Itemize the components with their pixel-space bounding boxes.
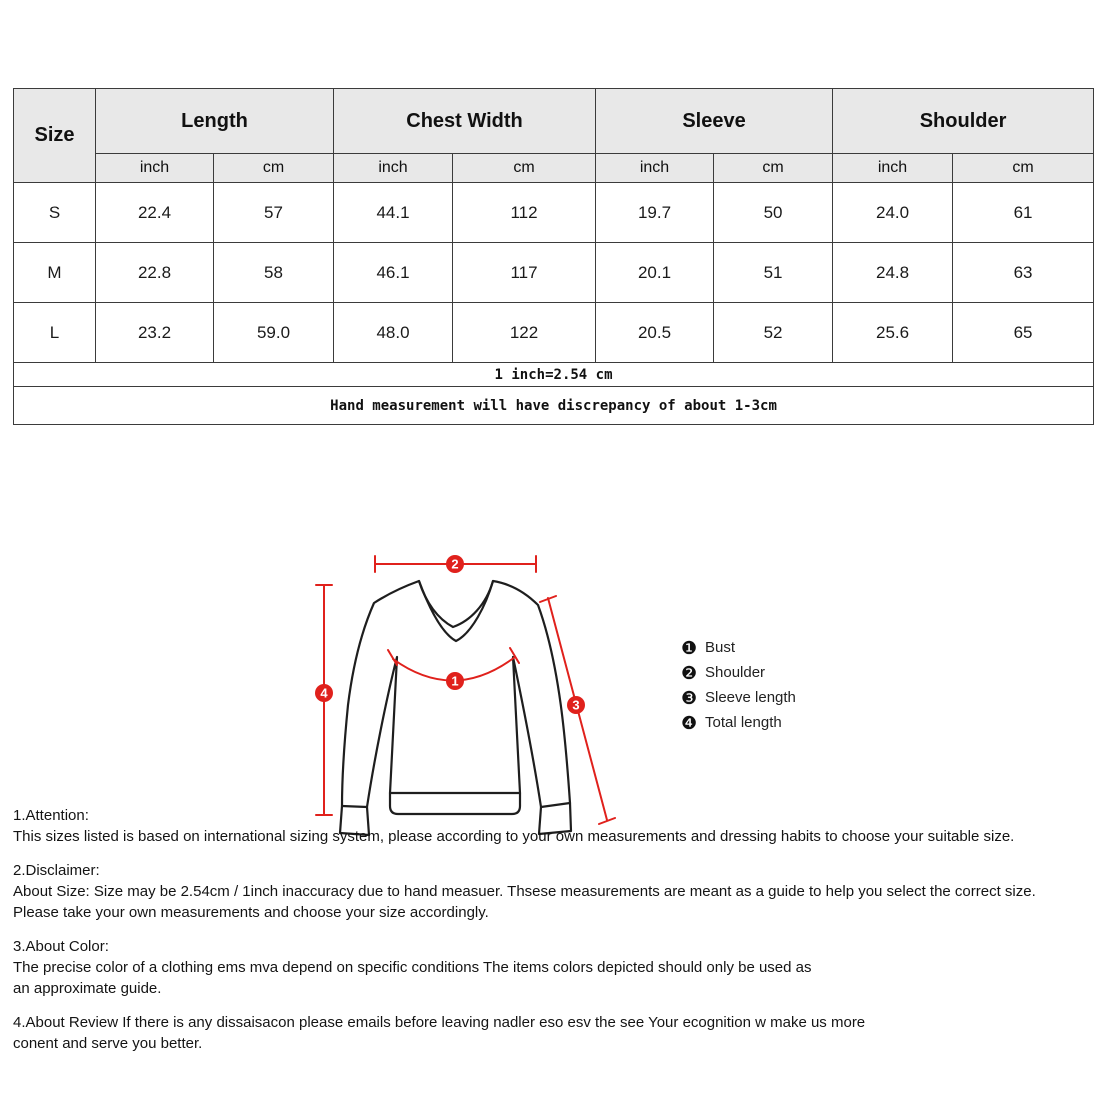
- note-text: The precise color of a clothing ems mva …: [13, 959, 812, 976]
- measurement-value: 24.8: [832, 242, 954, 303]
- measurement-value: 117: [451, 242, 597, 303]
- circled-2-icon: ❷: [681, 662, 698, 683]
- measurement-value: 57: [213, 182, 334, 243]
- size-label: S: [13, 182, 96, 243]
- table-row-size-m: M 22.8 58 46.1 117 20.1 51 24.8 63: [13, 242, 1095, 303]
- legend-item-total-length: ❹ Total length: [681, 710, 796, 735]
- note-text: conent and serve you better.: [13, 1035, 203, 1052]
- measurement-value: 50: [713, 182, 834, 243]
- note-heading: 1.Attention:: [13, 807, 89, 824]
- note-heading: 2.Disclaimer:: [13, 862, 100, 879]
- measurement-markers: 1 2 3 4: [315, 555, 585, 714]
- notes-section: 1.Attention: This sizes listed is based …: [13, 805, 1098, 1067]
- measurement-value: 122: [451, 302, 597, 363]
- legend-item-bust: ❶ Bust: [681, 635, 796, 660]
- measurement-value: 44.1: [333, 182, 453, 243]
- measurement-value: 24.0: [832, 182, 954, 243]
- table-units-row: inch cm inch cm inch cm inch cm: [14, 153, 1095, 183]
- svg-text:4: 4: [320, 686, 328, 701]
- size-label: M: [13, 242, 96, 303]
- measurement-value: 59.0: [213, 302, 334, 363]
- sweater-outline-icon: [338, 579, 573, 837]
- sweater-measurement-diagram: 1 2 3 4: [315, 555, 616, 837]
- measurement-legend: ❶ Bust ❷ Shoulder ❸ Sleeve length ❹ Tota…: [681, 635, 796, 735]
- circled-4-icon: ❹: [681, 712, 698, 733]
- legend-item-shoulder: ❷ Shoulder: [681, 660, 796, 685]
- size-label: L: [13, 302, 96, 363]
- size-chart-table: Size Length Chest Width Sleeve Shoulder …: [12, 88, 1095, 425]
- measurement-value: 52: [713, 302, 834, 363]
- column-header-sleeve: Sleeve: [595, 88, 834, 154]
- legend-label-total-length: Total length: [705, 714, 782, 731]
- measurement-value: 20.5: [595, 302, 715, 363]
- size-chart-section: Size Length Chest Width Sleeve Shoulder …: [12, 88, 1095, 425]
- svg-text:3: 3: [572, 698, 579, 713]
- table-footnote-row: Hand measurement will have discrepancy o…: [12, 386, 1095, 425]
- measurement-value: 23.2: [95, 302, 214, 363]
- marker-shoulder: 2: [446, 555, 464, 573]
- measurement-value: 22.4: [95, 182, 214, 243]
- measurement-value: 48.0: [333, 302, 453, 363]
- measurement-value: 65: [952, 302, 1095, 363]
- measurement-value: 46.1: [333, 242, 453, 303]
- legend-label-sleeve-length: Sleeve length: [705, 689, 796, 706]
- cuff-and-hem-lines: [340, 791, 572, 809]
- measurement-value: 58: [213, 242, 334, 303]
- table-row-size-s: S 22.4 57 44.1 112 19.7 50 24.0 61: [13, 182, 1095, 243]
- measurement-value: 25.6: [832, 302, 954, 363]
- unit-header-length-cm: cm: [213, 153, 334, 183]
- note-text: 4.About Review If there is any dissaisac…: [13, 1014, 866, 1031]
- circled-1-icon: ❶: [681, 637, 698, 658]
- footnote-hand-measurement: Hand measurement will have discrepancy o…: [12, 386, 1095, 425]
- unit-header-shoulder-cm: cm: [952, 153, 1095, 183]
- column-header-shoulder: Shoulder: [832, 88, 1095, 154]
- unit-header-sleeve-cm: cm: [713, 153, 834, 183]
- note-text: Please take your own measurements and ch…: [13, 904, 489, 921]
- column-header-length: Length: [95, 88, 334, 154]
- column-header-size: Size: [13, 88, 96, 183]
- table-footnote-row: 1 inch=2.54 cm: [12, 362, 1095, 387]
- note-text: This sizes listed is based on internatio…: [13, 828, 1015, 845]
- measurement-value: 63: [952, 242, 1095, 303]
- unit-header-sleeve-inch: inch: [595, 153, 715, 183]
- svg-text:1: 1: [451, 674, 458, 689]
- note-about-color: 3.About Color: The precise color of a cl…: [13, 936, 1098, 999]
- table-row-size-l: L 23.2 59.0 48.0 122 20.5 52 25.6 65: [13, 302, 1095, 363]
- measurement-value: 112: [451, 182, 597, 243]
- measurement-value: 22.8: [95, 242, 214, 303]
- note-about-review: 4.About Review If there is any dissaisac…: [13, 1012, 1098, 1054]
- footnote-inch-conversion: 1 inch=2.54 cm: [12, 362, 1095, 387]
- note-text: an approximate guide.: [13, 980, 162, 997]
- unit-header-length-inch: inch: [95, 153, 214, 183]
- measurement-value: 51: [713, 242, 834, 303]
- legend-label-bust: Bust: [705, 639, 736, 656]
- measurement-value: 20.1: [595, 242, 715, 303]
- legend-label-shoulder: Shoulder: [705, 664, 766, 681]
- column-header-chest-width: Chest Width: [332, 88, 597, 154]
- note-heading: 3.About Color:: [13, 938, 109, 955]
- circled-3-icon: ❸: [681, 687, 698, 708]
- measurement-value: 61: [952, 182, 1095, 243]
- measurement-value: 19.7: [595, 182, 715, 243]
- table-group-header-row: Size Length Chest Width Sleeve Shoulder: [13, 88, 1095, 183]
- note-disclaimer: 2.Disclaimer: About Size: Size may be 2.…: [13, 860, 1098, 923]
- collar-inner-line: [417, 579, 495, 643]
- unit-header-chest-cm: cm: [451, 153, 597, 183]
- marker-bust: 1: [446, 672, 464, 690]
- note-attention: 1.Attention: This sizes listed is based …: [13, 805, 1098, 847]
- unit-header-shoulder-inch: inch: [832, 153, 954, 183]
- marker-sleeve-length: 3: [567, 696, 585, 714]
- marker-total-length: 4: [315, 684, 333, 702]
- legend-item-sleeve-length: ❸ Sleeve length: [681, 685, 796, 710]
- unit-header-chest-inch: inch: [333, 153, 453, 183]
- note-text: About Size: Size may be 2.54cm / 1inch i…: [13, 883, 1036, 900]
- svg-text:2: 2: [451, 557, 458, 572]
